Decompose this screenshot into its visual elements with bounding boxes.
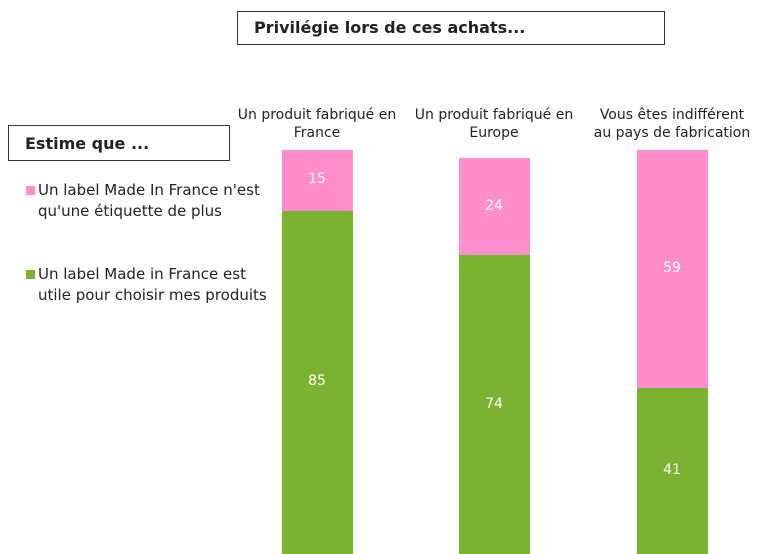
legend-label: Un label Made in France est utile pour c… xyxy=(38,265,267,304)
data-label: 74 xyxy=(485,395,503,412)
data-label: 85 xyxy=(308,373,326,390)
data-label: 59 xyxy=(663,260,681,277)
legend-swatch xyxy=(26,186,35,195)
bar xyxy=(281,210,353,554)
data-label: 41 xyxy=(663,462,681,479)
legend-swatch xyxy=(26,270,35,279)
chart-title: Privilégie lors de ces achats... xyxy=(237,11,665,45)
x-tick-label: Vous êtes indifférent au pays de fabrica… xyxy=(593,107,751,141)
x-tick-label: Un produit fabriqué en Europe xyxy=(414,107,574,141)
legend-title: Estime que ... xyxy=(8,125,230,161)
legend-label: Un label Made In France n'est qu'une éti… xyxy=(38,181,260,220)
bar xyxy=(458,255,530,554)
x-tick-label: Un produit fabriqué en France xyxy=(237,107,397,141)
data-label: 15 xyxy=(308,171,326,188)
bar xyxy=(636,150,708,389)
bar xyxy=(458,158,530,256)
data-label: 24 xyxy=(485,197,503,214)
bar xyxy=(281,150,353,211)
bar xyxy=(636,388,708,554)
